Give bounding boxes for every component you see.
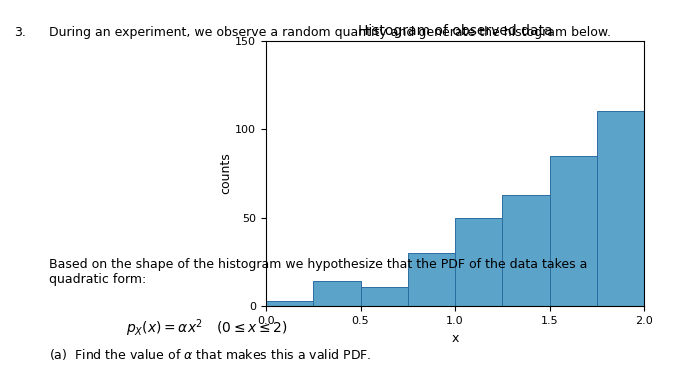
Bar (503, 195, 550, 306)
Text: $p_X(x) = \alpha x^2\quad (0 \leq x \leq 2)$: $p_X(x) = \alpha x^2\quad (0 \leq x \leq… (126, 317, 288, 339)
Bar (314, 282, 360, 306)
Bar (455, 218, 503, 306)
Text: Based on the shape of the histogram we hypothesize that the PDF of the data take: Based on the shape of the histogram we h… (49, 258, 587, 286)
Text: (a)  Find the value of $\alpha$ that makes this a valid PDF.: (a) Find the value of $\alpha$ that make… (49, 347, 372, 362)
Y-axis label: counts: counts (220, 152, 232, 194)
Bar (550, 156, 596, 306)
Bar (360, 287, 407, 306)
Bar (596, 111, 644, 306)
Text: 3.: 3. (14, 26, 26, 39)
Text: During an experiment, we observe a random quantity and generate the histogram be: During an experiment, we observe a rando… (49, 26, 611, 39)
Title: Histogram of observed data: Histogram of observed data (358, 24, 552, 38)
X-axis label: x: x (452, 332, 458, 345)
Bar (407, 253, 455, 306)
Bar (266, 301, 314, 306)
